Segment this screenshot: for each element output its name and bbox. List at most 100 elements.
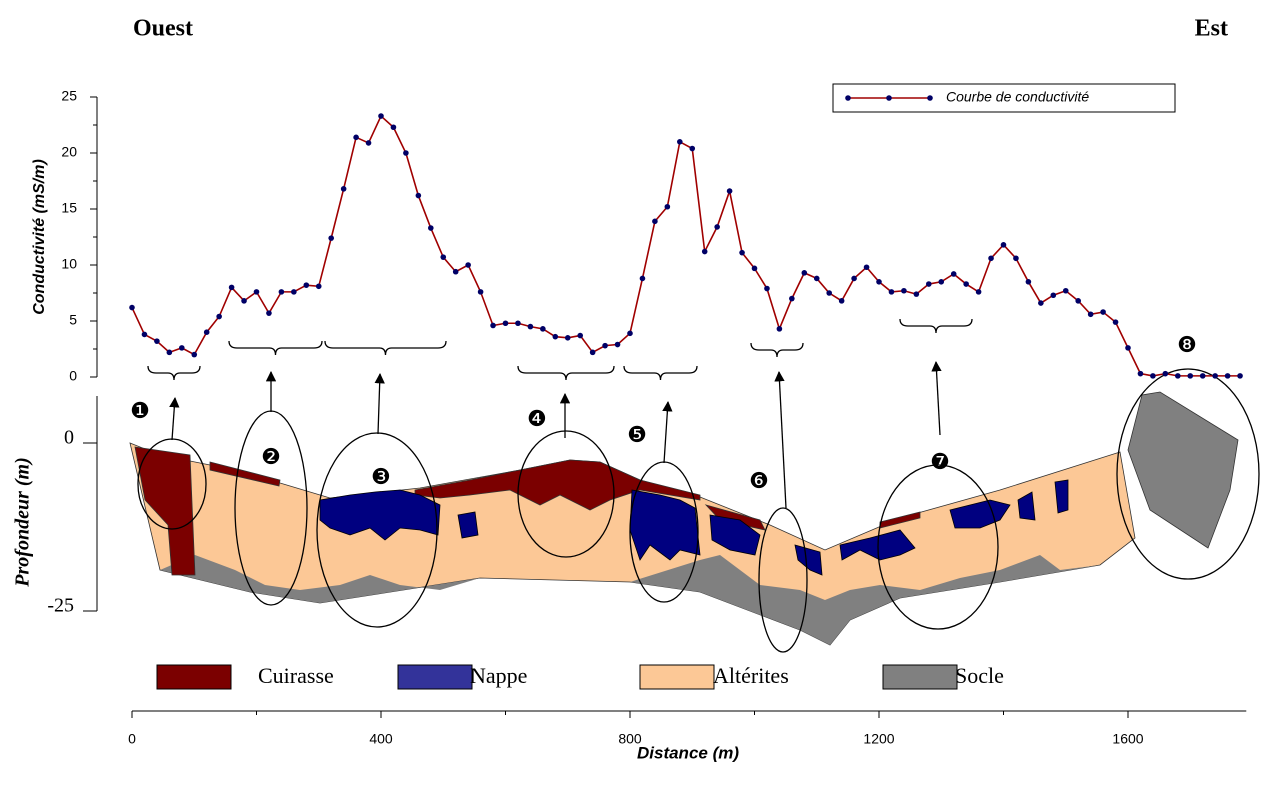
x-tick-label: 1200 <box>863 731 894 747</box>
zone-label: ❶ <box>130 399 150 424</box>
data-point <box>1013 255 1019 262</box>
data-point <box>216 313 222 320</box>
data-point <box>166 349 173 356</box>
layer-swatch <box>397 664 473 690</box>
data-point <box>1150 373 1156 379</box>
socle-block <box>1127 391 1239 549</box>
data-point <box>328 235 335 241</box>
x-tick-label: 0 <box>128 731 136 747</box>
nappe-blob <box>457 511 479 539</box>
data-point <box>913 291 920 297</box>
y-tick-label: 5 <box>69 312 77 328</box>
nappe-blob <box>629 489 701 561</box>
data-point <box>340 186 347 192</box>
arrow <box>662 400 673 464</box>
data-point <box>403 150 409 156</box>
cuirasse-strip <box>209 461 281 487</box>
layer-swatch <box>156 664 232 690</box>
data-point <box>963 281 969 287</box>
data-point <box>838 298 845 304</box>
arrow <box>374 372 385 435</box>
data-point <box>1125 345 1131 351</box>
data-point <box>1038 300 1044 306</box>
data-point <box>938 279 945 285</box>
data-point <box>390 124 397 131</box>
data-point <box>428 225 434 231</box>
zone-label: ❷ <box>261 445 281 470</box>
east-label: Est <box>1195 16 1228 42</box>
zone-ellipse <box>877 464 999 630</box>
data-point <box>677 139 683 145</box>
data-point <box>241 298 247 304</box>
x-tick-label: 1600 <box>1112 731 1143 747</box>
data-point <box>1087 311 1094 318</box>
zone-ellipse <box>1116 368 1260 580</box>
cross-section <box>129 391 1239 646</box>
bracket <box>623 365 698 381</box>
arrow <box>774 370 787 509</box>
data-point <box>191 351 198 358</box>
data-point <box>477 289 484 295</box>
data-point <box>1162 370 1169 377</box>
nappe-blob <box>1054 479 1069 514</box>
data-point <box>751 265 758 272</box>
data-point <box>876 279 882 285</box>
data-point <box>689 145 696 152</box>
zone-label: ❸ <box>371 465 391 490</box>
arrow <box>169 396 180 441</box>
data-point <box>950 271 957 277</box>
data-point <box>552 333 559 340</box>
data-point <box>627 330 633 337</box>
data-point <box>490 322 496 329</box>
zone-ellipse <box>758 507 808 653</box>
y-tick-label: 10 <box>61 256 77 272</box>
data-point <box>303 282 310 288</box>
depth-tick-label: -25 <box>47 595 74 617</box>
data-point <box>179 345 185 351</box>
layer-swatch <box>639 664 715 690</box>
bracket <box>750 342 804 358</box>
y-axis-label: Conductivité (mS/m) <box>31 159 48 315</box>
data-point <box>266 310 272 316</box>
data-point <box>1000 242 1007 248</box>
data-point <box>901 287 907 294</box>
data-point <box>602 342 608 349</box>
cuirasse-strip <box>414 459 701 511</box>
x-tick-label: 800 <box>618 731 642 747</box>
annotations <box>137 318 1260 653</box>
data-point <box>129 304 135 311</box>
zone-label: ❽ <box>1177 333 1197 358</box>
brackets <box>147 318 973 381</box>
socle-right <box>630 555 1100 645</box>
data-point <box>577 332 583 339</box>
nappe-blob <box>1017 491 1036 521</box>
data-point <box>926 281 932 287</box>
data-point <box>1100 309 1106 315</box>
zone-label: ❹ <box>527 407 547 432</box>
arrows <box>169 360 942 509</box>
y-tick-label: 0 <box>69 368 77 384</box>
data-point <box>502 320 509 327</box>
data-point <box>1075 298 1081 304</box>
data-point <box>527 323 534 330</box>
data-point <box>888 289 895 295</box>
data-point <box>1062 287 1069 294</box>
data-point <box>1025 279 1032 285</box>
conductivity-line <box>131 114 1241 377</box>
data-point <box>764 285 770 292</box>
data-point <box>975 289 982 295</box>
zone-ellipse <box>316 432 438 628</box>
data-point <box>1112 319 1119 325</box>
zone-ellipse <box>517 430 615 558</box>
data-point <box>440 254 447 260</box>
data-point <box>789 295 795 302</box>
bracket <box>899 318 973 334</box>
data-point <box>652 218 658 225</box>
layer-label: Altérites <box>713 663 789 688</box>
data-point <box>365 140 372 146</box>
layer-label: Nappe <box>470 663 527 688</box>
nappe-blob <box>319 489 441 541</box>
data-point <box>639 275 646 282</box>
depth-axis-label: Profondeur (m) <box>12 457 34 587</box>
